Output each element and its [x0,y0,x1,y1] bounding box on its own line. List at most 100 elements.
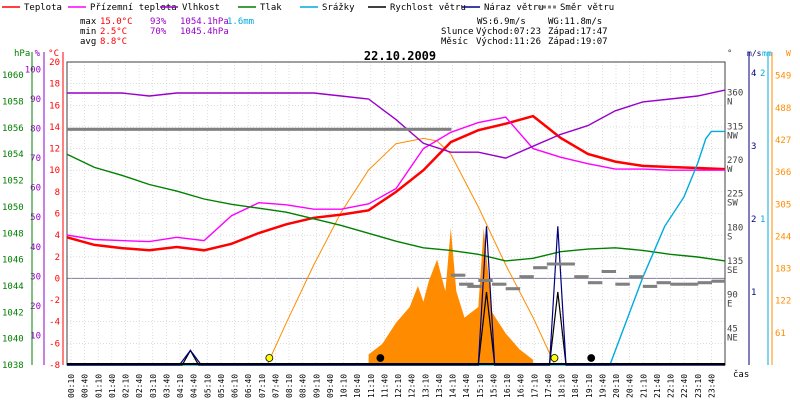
wind-dir-dot [583,275,587,279]
wind-dir-dot [121,127,125,131]
wind-dir-dot [242,127,246,131]
x-tick-label: 22:10 [667,374,676,398]
x-tick-label: 05:40 [217,374,226,398]
wind-dir-dot [293,127,297,131]
wind-dir-dot [69,127,73,131]
wind-dir-dot [327,127,331,131]
tick-label-hpa: 1042 [2,308,24,318]
wind-dir-dot [667,281,671,285]
wind-dir-dot [505,287,509,291]
tick-label-dir: 90 [727,291,738,301]
tick-label-pct: 100 [25,65,41,75]
wind-dir-dot [274,127,278,131]
series-line-tlak [66,153,726,262]
wind-dir-dot [258,127,262,131]
x-tick-label: 17:10 [530,374,539,398]
tick-label-dir-name: NW [727,131,738,141]
wind-dir-dot [549,262,553,266]
tick-label-pct: 90 [30,95,41,105]
x-tick-label: 02:40 [135,374,144,398]
wind-dir-dot [601,270,605,273]
wind-dir-dot [92,127,96,131]
tick-label-hpa: 1040 [2,335,24,345]
sunrise-value: Východ:07:23 [476,27,541,37]
wind-dir-dot [73,127,77,131]
wind-dir-dot [217,127,221,131]
wind-dir-dot [343,127,347,131]
tick-label-hpa: 1048 [2,229,24,239]
moonrise-value: Východ:11:26 [476,37,541,47]
wind-dir-dot [407,127,411,131]
wind-dir-dot [704,281,708,285]
wind-dir-dot [594,281,598,285]
tick-label-hpa: 1044 [2,282,24,292]
wind-dir-dot [597,281,601,285]
wind-dir-dot [199,127,203,131]
wind-dir-dot [286,127,290,131]
wind-dir-dot [537,266,541,270]
x-tick-label: 13:10 [421,374,430,398]
wind-dir-dot [640,275,644,279]
x-tick-label: 13:40 [435,374,444,398]
wind-dir-dot [428,127,431,131]
wind-dir-dot [402,127,406,131]
x-tick-label: 20:40 [626,374,635,398]
wind-dir-dot [201,127,205,131]
wind-dir-dot [204,127,208,131]
wind-dir-dot [720,279,724,283]
tick-label-sol: 183 [775,265,791,275]
wind-dir-dot [110,127,114,131]
wind-dir-dot [656,281,660,285]
wind-dir-dot [683,282,687,286]
wind-dir-dot [238,127,242,131]
wind-dir-dot [654,284,658,288]
wind-dir-dot [160,127,164,131]
wind-dir-dot [409,127,413,131]
wind-dir-dot [670,282,674,286]
sunset-marker [550,354,559,362]
x-tick-label: 04:40 [190,374,199,398]
wind-dir-dot [512,287,516,291]
wind-dir-dot [521,275,525,279]
wind-dir-dot [194,127,198,131]
wind-dir-dot [461,282,465,286]
legend-label: Teplota [24,3,62,13]
stat-label: avg [80,37,96,47]
wind-dir-dot [174,127,178,131]
wind-dir-dot [519,275,523,279]
tick-label-pct: 60 [30,184,41,194]
wind-dir-dot [240,127,244,131]
wind-dir-dot [345,127,349,131]
wind-dir-dot [542,266,546,270]
wind-dir-dot [416,127,420,131]
tick-label-temp: -4 [49,318,60,328]
wind-dir-dot [553,262,557,266]
wind-dir-dot [263,127,267,131]
wind-dir-dot [581,275,585,279]
stat-press: 1045.4hPa [180,27,229,37]
wind-dir-dot [210,127,214,131]
wind-dir-dot [370,127,374,131]
wind-dir-dot [364,127,367,131]
wind-dir-dot [396,127,399,131]
wind-dir-dot [87,127,91,131]
tick-label-temp: 4 [55,231,60,241]
wind-dir-dot [539,266,543,270]
wind-dir-dot [316,127,319,131]
wind-dir-dot [169,127,173,131]
axis-title-hpa: hPa [14,49,30,59]
wind-dir-dot [423,127,427,131]
stat-hum: 70% [150,27,167,37]
wind-dir-dot [338,127,342,131]
moonset-value: Západ:19:07 [548,37,608,47]
axis-title-mm: mm [762,49,772,58]
wind-dir-dot [546,262,550,266]
legend-label: Tlak [260,3,282,13]
wind-dir-dot [94,127,98,131]
wind-dir-dot [167,127,171,131]
wind-dir-dot [229,127,233,131]
wind-dir-dot [281,127,285,131]
wind-dir-dot [153,127,157,131]
wind-dir-dot [359,127,363,131]
wind-dir-dot [649,284,653,288]
